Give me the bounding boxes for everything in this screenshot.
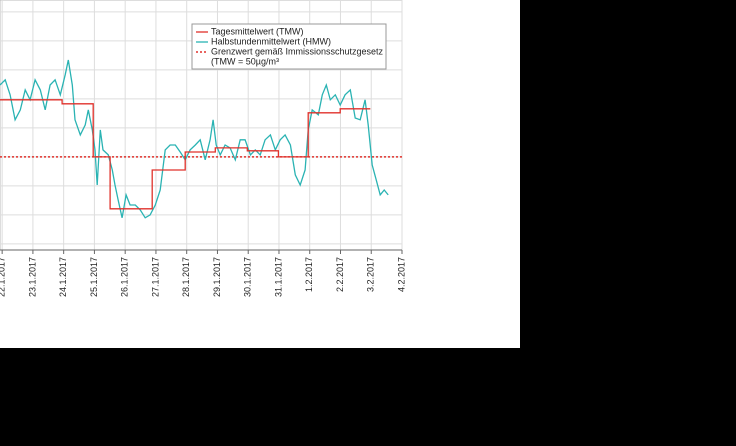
legend-box	[191, 23, 387, 70]
x-tick-label: 25.1.2017	[89, 257, 99, 297]
x-tick-label: 31.1.2017	[273, 257, 283, 297]
x-tick-label: 2.2.2017	[335, 257, 345, 292]
data-line	[0, 99, 371, 210]
x-tick-label: 29.1.2017	[212, 257, 222, 297]
x-tick-label: 28.1.2017	[181, 257, 191, 297]
legend-label: Halbstundenmittelwert (HMW)	[211, 36, 331, 46]
x-tick-label: 30.1.2017	[243, 257, 253, 297]
data-line	[0, 59, 389, 219]
legend-label: Grenzwert gemäß Immissionsschutzgesetz	[211, 46, 384, 56]
x-tick-label: 27.1.2017	[150, 257, 160, 297]
legend-label: Tagesmittelwert (TMW)	[211, 26, 304, 36]
x-tick-label: 3.2.2017	[366, 257, 376, 292]
x-tick-label: 4.2.2017	[396, 257, 406, 292]
x-tick-label: 24.1.2017	[58, 257, 68, 297]
x-tick-label: 26.1.2017	[120, 257, 130, 297]
x-tick-label: 1.2.2017	[304, 257, 314, 292]
legend-label: (TMW = 50µg/m³	[211, 56, 279, 66]
x-tick-label: 23.1.2017	[27, 257, 37, 297]
x-tick-label: 22.1.2017	[0, 257, 7, 297]
